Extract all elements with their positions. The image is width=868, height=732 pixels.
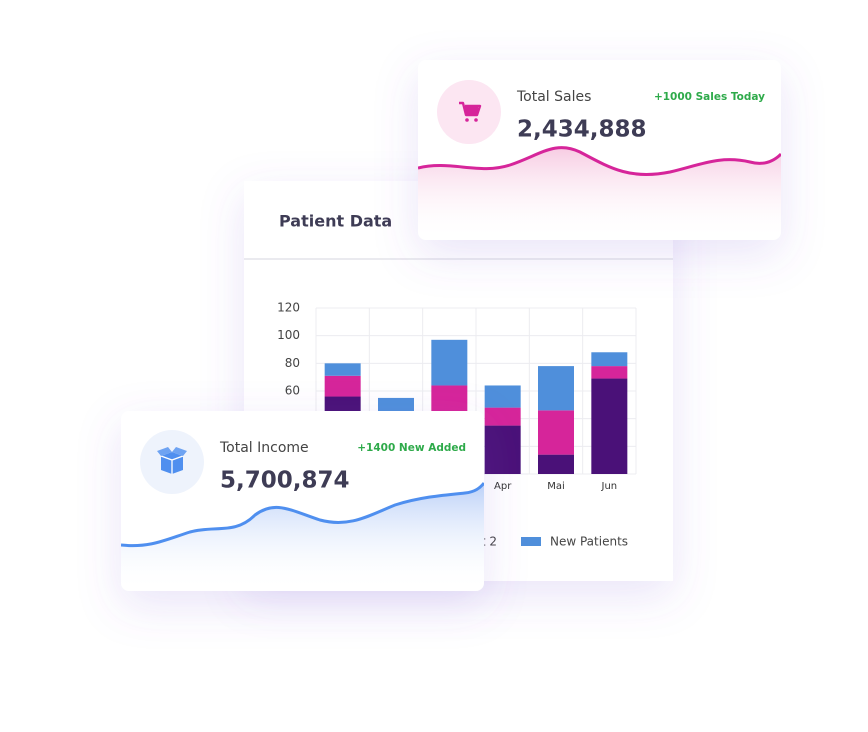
wave-line xyxy=(418,146,781,177)
bar-segment xyxy=(591,366,628,379)
card-title: Total Income xyxy=(219,440,309,456)
wave-fill xyxy=(121,483,484,591)
box-icon xyxy=(157,447,187,474)
bar-segment xyxy=(538,410,574,455)
y-tick-label: 100 xyxy=(277,328,300,342)
legend-label: New Patients xyxy=(550,535,628,549)
sales-card: Total Sales 2,434,888 +1000 Sales Today xyxy=(418,60,781,240)
legend-label: t 2 xyxy=(481,535,497,549)
bar-segment xyxy=(538,454,574,474)
bar-segment xyxy=(591,378,628,474)
card-badge: +1400 New Added xyxy=(357,442,466,454)
wave-line xyxy=(121,482,484,548)
x-tick-label: Apr xyxy=(494,481,512,492)
legend-swatch xyxy=(521,537,541,546)
wave-fill xyxy=(418,147,781,240)
bar-segment xyxy=(324,375,361,397)
bar-segment xyxy=(431,339,468,386)
bar-segment xyxy=(484,407,521,426)
income-card: Total Income 5,700,874 +1400 New Added xyxy=(121,411,484,591)
card-value: 5,700,874 xyxy=(220,468,350,494)
card-badge: +1000 Sales Today xyxy=(654,91,765,103)
bar-segment xyxy=(538,366,574,411)
bar-segment xyxy=(591,352,628,367)
card-title: Total Sales xyxy=(516,89,591,105)
y-tick-label: 120 xyxy=(277,301,300,315)
y-tick-label: 60 xyxy=(285,384,300,398)
bar-segment xyxy=(484,425,521,474)
bar-segment xyxy=(484,385,521,408)
x-tick-label: Jun xyxy=(601,481,618,492)
bar-segment xyxy=(324,363,361,376)
card-title: Patient Data xyxy=(279,212,392,231)
card-value: 2,434,888 xyxy=(517,117,647,143)
x-tick-label: Mai xyxy=(547,481,565,492)
cart-icon xyxy=(459,101,482,122)
bar-segment xyxy=(378,397,414,412)
y-tick-label: 80 xyxy=(285,356,300,370)
